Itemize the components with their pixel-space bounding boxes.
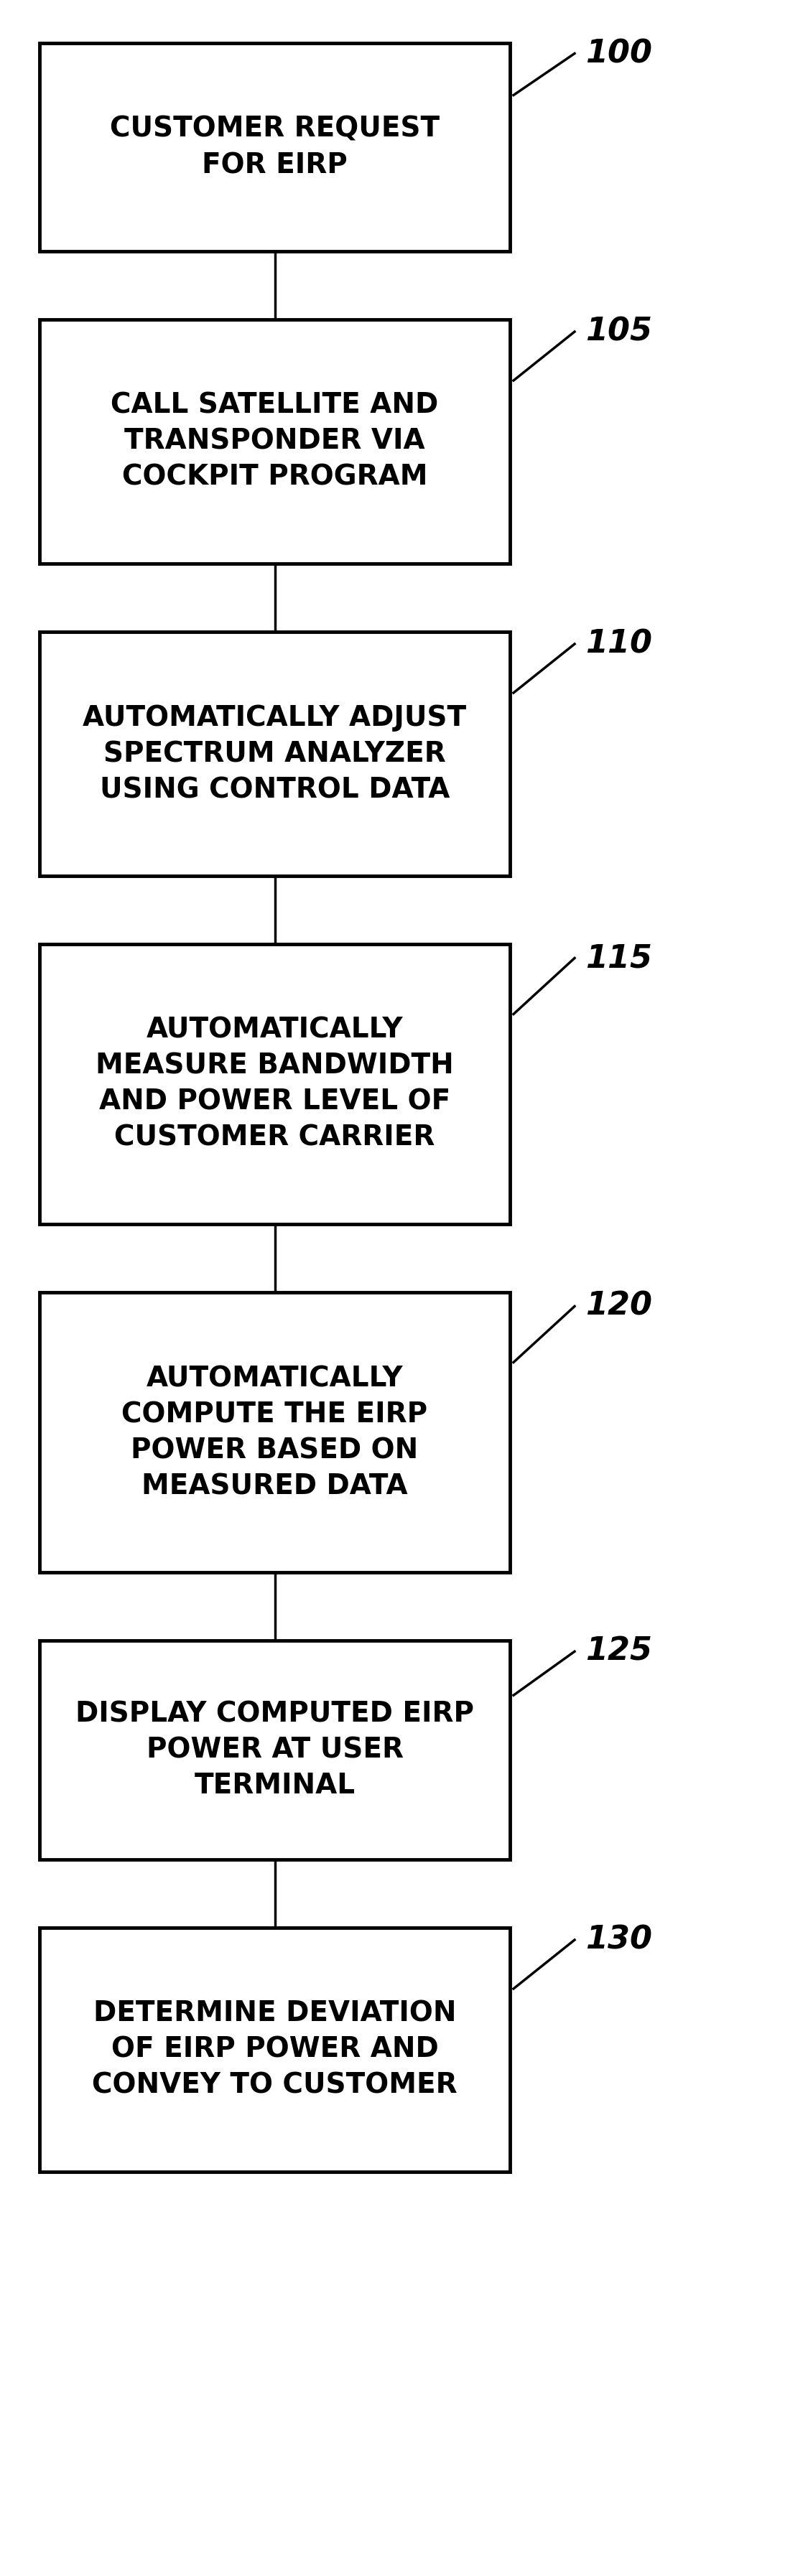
Text: CUSTOMER REQUEST
FOR EIRP: CUSTOMER REQUEST FOR EIRP: [110, 116, 440, 178]
FancyBboxPatch shape: [40, 631, 510, 876]
Text: DISPLAY COMPUTED EIRP
POWER AT USER
TERMINAL: DISPLAY COMPUTED EIRP POWER AT USER TERM…: [75, 1700, 474, 1801]
Text: 125: 125: [585, 1636, 652, 1667]
Text: 110: 110: [585, 629, 652, 659]
Text: 120: 120: [585, 1291, 652, 1321]
FancyBboxPatch shape: [40, 44, 510, 252]
Text: AUTOMATICALLY ADJUST
SPECTRUM ANALYZER
USING CONTROL DATA: AUTOMATICALLY ADJUST SPECTRUM ANALYZER U…: [83, 703, 466, 804]
Text: AUTOMATICALLY
MEASURE BANDWIDTH
AND POWER LEVEL OF
CUSTOMER CARRIER: AUTOMATICALLY MEASURE BANDWIDTH AND POWE…: [95, 1018, 454, 1151]
FancyBboxPatch shape: [40, 319, 510, 564]
FancyBboxPatch shape: [40, 1641, 510, 1860]
Text: CALL SATELLITE AND
TRANSPONDER VIA
COCKPIT PROGRAM: CALL SATELLITE AND TRANSPONDER VIA COCKP…: [111, 392, 439, 492]
FancyBboxPatch shape: [40, 943, 510, 1224]
FancyBboxPatch shape: [40, 1927, 510, 2172]
Text: 100: 100: [585, 39, 652, 70]
Text: DETERMINE DEVIATION
OF EIRP POWER AND
CONVEY TO CUSTOMER: DETERMINE DEVIATION OF EIRP POWER AND CO…: [92, 1999, 457, 2099]
Text: 115: 115: [585, 943, 652, 974]
FancyBboxPatch shape: [40, 1293, 510, 1571]
Text: AUTOMATICALLY
COMPUTE THE EIRP
POWER BASED ON
MEASURED DATA: AUTOMATICALLY COMPUTE THE EIRP POWER BAS…: [122, 1365, 427, 1499]
Text: 105: 105: [585, 317, 652, 348]
Text: 130: 130: [585, 1924, 652, 1955]
